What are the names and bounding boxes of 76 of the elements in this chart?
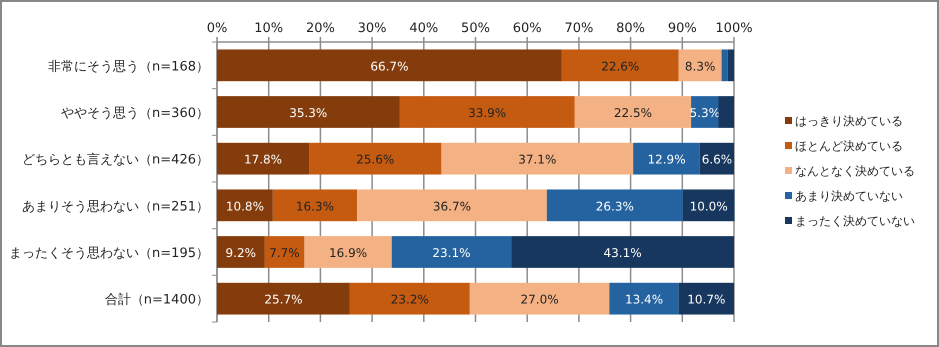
bar <box>217 189 273 222</box>
legend-label: まったく決めていない <box>795 214 915 228</box>
bar <box>574 96 692 128</box>
bar <box>217 96 400 128</box>
bar <box>217 236 265 268</box>
legend-label: あまり決めていない <box>795 189 903 203</box>
bar <box>441 142 634 175</box>
data-label: 6.6% <box>702 152 732 167</box>
bar <box>678 49 722 82</box>
bar <box>264 236 304 268</box>
bar <box>392 236 512 268</box>
y-tick-label: 合計（n=1400） <box>104 292 209 308</box>
data-label: 9.2% <box>226 246 256 260</box>
data-label: 13.4% <box>624 292 664 307</box>
legend-label: ほとんど決めている <box>795 139 903 153</box>
x-tick-label: 30% <box>358 21 387 36</box>
bar <box>728 49 734 82</box>
bar <box>609 282 679 315</box>
bar <box>722 49 728 82</box>
data-label: 36.7% <box>432 199 472 214</box>
data-label: 12.9% <box>647 152 686 167</box>
bar <box>511 236 734 268</box>
data-label: 22.5% <box>614 106 652 120</box>
bar <box>217 142 310 175</box>
data-label: 27.0% <box>520 292 559 307</box>
y-tick-label: ややそう思う（n=360） <box>61 106 209 121</box>
data-label: 23.1% <box>432 246 471 260</box>
bar <box>718 96 734 128</box>
bar <box>357 189 547 222</box>
bar <box>217 49 562 82</box>
bar <box>400 96 575 128</box>
data-label: 17.8% <box>244 152 282 167</box>
data-label: 22.6% <box>601 59 640 74</box>
data-label: 10.7% <box>687 292 726 307</box>
legend-label: はっきり決めている <box>795 114 903 128</box>
data-label: 16.3% <box>296 199 334 214</box>
data-label: 7.7% <box>269 246 300 260</box>
y-tick-label: どちらとも言えない（n=426） <box>22 152 209 168</box>
data-label: 66.7% <box>370 59 408 74</box>
data-label: 25.7% <box>264 292 302 307</box>
x-tick-label: 20% <box>306 21 335 36</box>
x-tick-label: 0% <box>206 21 228 36</box>
bar <box>678 282 734 315</box>
data-label: 8.3% <box>684 59 716 74</box>
bar <box>304 236 392 268</box>
data-label: 10.0% <box>690 199 728 214</box>
y-tick-label: あまりそう思わない（n=251） <box>22 199 209 214</box>
bar <box>470 282 610 315</box>
bar <box>350 282 470 315</box>
y-tick-label: 非常にそう思う（n=168） <box>48 59 209 74</box>
legend-label: なんとなく決めている <box>795 164 915 178</box>
bar <box>682 189 735 222</box>
bar <box>633 142 700 175</box>
data-label: 35.3% <box>289 106 328 120</box>
data-label: 33.9% <box>468 106 506 120</box>
data-label: 16.9% <box>328 246 368 260</box>
bar <box>546 189 683 222</box>
x-tick-label: 10% <box>254 21 284 36</box>
x-tick-label: 80% <box>616 21 646 36</box>
y-tick-label: まったくそう思わない（n=195） <box>9 246 209 261</box>
data-label: 23.2% <box>390 292 429 307</box>
bar <box>272 189 358 222</box>
bar <box>309 142 442 175</box>
x-tick-label: 60% <box>512 21 542 36</box>
x-tick-label: 100% <box>715 21 753 36</box>
data-label: 10.8% <box>226 199 264 214</box>
x-tick-label: 90% <box>668 21 697 36</box>
data-label: 43.1% <box>604 246 642 260</box>
data-label: 25.6% <box>356 152 394 167</box>
bar <box>562 49 679 82</box>
x-tick-label: 50% <box>461 21 490 36</box>
x-tick-label: 70% <box>564 21 594 36</box>
data-label: 37.1% <box>518 152 556 167</box>
bar <box>217 282 350 315</box>
x-tick-label: 40% <box>409 21 438 36</box>
data-label: 26.3% <box>596 199 634 214</box>
